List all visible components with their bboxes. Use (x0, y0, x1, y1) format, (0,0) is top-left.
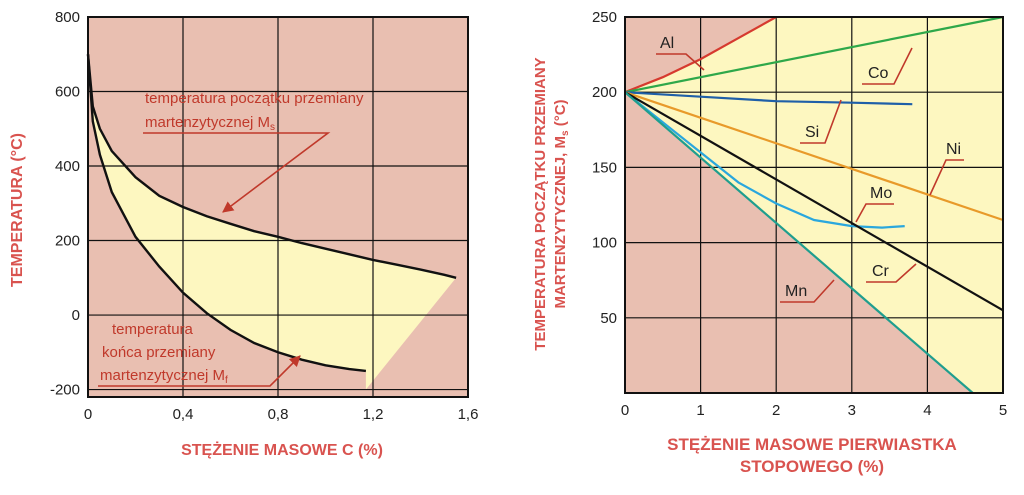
y-axis-label-left: TEMPERATURA (°C) (9, 133, 26, 287)
y-tick-label: 0 (72, 307, 80, 324)
y-tick-label: 400 (55, 158, 80, 175)
y-ticks-left: 800 600 400 200 0 -200 (50, 9, 80, 399)
y-ticks-right: 250 200 150 100 50 (592, 9, 617, 327)
series-line-cr (624, 91, 1004, 312)
x-tick-label: 1,2 (363, 406, 384, 423)
plot-frame-right (624, 16, 1004, 394)
ms-curve (86, 54, 457, 279)
series-label-cr: Cr (872, 263, 890, 280)
series-label-ni: Ni (946, 141, 961, 158)
x-axis-label-right-line2: STOPOWEGO (%) (740, 457, 884, 476)
ms-region-above (625, 17, 1003, 393)
y-tick-label: -200 (50, 382, 80, 399)
x-tick-label: 1,6 (458, 406, 479, 423)
ms-annotation-line1: temperatura początku przemiany (145, 90, 364, 107)
series-label-co: Co (868, 65, 889, 82)
y-tick-label: 50 (600, 310, 617, 327)
leader-mo (855, 203, 894, 223)
ms-annotation-line2: martenzytycznej Ms (145, 114, 275, 133)
x-tick-label: 0,4 (173, 406, 194, 423)
x-axis-label-left: STĘŻENIE MASOWE C (%) (181, 441, 383, 459)
series-line-mo (624, 91, 905, 229)
label-al: Al (656, 35, 705, 71)
leader-cr (866, 263, 917, 283)
label-mn: Mn (780, 279, 835, 303)
plot-frame-left (87, 16, 469, 398)
series-line-co (624, 15, 1004, 94)
y-axis-label-right-line2: MARTENZYTYCZNEJ, Ms (°C) (552, 99, 571, 308)
leader-al (656, 53, 705, 71)
x-ticks-right: 0 1 2 3 4 5 (621, 402, 1007, 419)
x-tick-label: 4 (923, 402, 931, 419)
y-tick-label: 200 (55, 233, 80, 250)
series-line-si (624, 91, 913, 106)
label-mo: Mo (855, 185, 894, 223)
ms-leader-arrow (143, 132, 331, 213)
leader-co (862, 47, 913, 85)
series-label-mn: Mn (785, 283, 807, 300)
leader-si (800, 99, 842, 144)
x-tick-label: 5 (999, 402, 1007, 419)
label-ni: Ni (929, 141, 964, 196)
martensite-band (88, 54, 457, 390)
mf-annotation-line3: martenzytycznej Mf (100, 367, 228, 386)
mf-leader-arrow (98, 355, 301, 387)
x-axis-label-right-line1: STĘŻENIE MASOWE PIERWIASTKA (667, 435, 957, 454)
x-ticks-left: 0 0,4 0,8 1,2 1,6 (84, 406, 479, 423)
y-tick-label: 250 (592, 9, 617, 26)
x-tick-label: 1 (696, 402, 704, 419)
mf-curve (86, 54, 367, 373)
x-tick-label: 3 (848, 402, 856, 419)
series-line-mn (624, 91, 974, 394)
series-label-al: Al (660, 35, 674, 52)
y-tick-label: 100 (592, 235, 617, 252)
grid-right (625, 17, 1003, 393)
x-tick-label: 2 (772, 402, 780, 419)
y-tick-label: 800 (55, 9, 80, 26)
x-tick-label: 0 (84, 406, 92, 423)
series-label-mo: Mo (870, 185, 892, 202)
mf-annotation-line1: temperatura (112, 321, 194, 338)
y-tick-label: 200 (592, 84, 617, 101)
x-tick-label: 0,8 (268, 406, 289, 423)
x-tick-label: 0 (621, 402, 629, 419)
label-si: Si (800, 99, 842, 144)
series-line-ni (624, 91, 1004, 222)
series-line-al (624, 16, 777, 94)
y-axis-label-right-line1: TEMPERATURA POCZĄTKU PRZEMIANY (532, 57, 549, 350)
mf-annotation-line2: końca przemiany (102, 344, 216, 361)
y-tick-label: 150 (592, 159, 617, 176)
leader-mn (780, 279, 835, 303)
series-lines (624, 15, 1004, 394)
label-co: Co (862, 47, 913, 85)
leader-ni (929, 159, 964, 196)
label-cr: Cr (866, 263, 917, 283)
y-tick-label: 600 (55, 84, 80, 101)
grid-left (88, 17, 468, 397)
series-label-si: Si (805, 124, 819, 141)
